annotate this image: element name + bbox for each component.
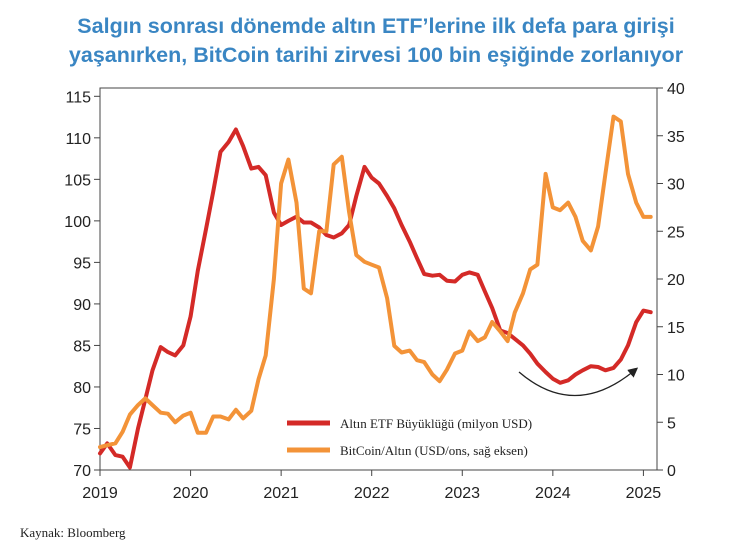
axes: 7075808590951001051101150510152025303540… [64,81,685,502]
x-tick-label: 2023 [444,485,480,502]
y-left-tick-label: 110 [65,131,91,148]
chart-title: Salgın sonrası dönemde altın ETF’lerine … [0,12,752,70]
y-left-tick-label: 115 [65,89,91,106]
y-left-tick-label: 90 [73,297,91,314]
y-right-tick-label: 20 [667,272,685,289]
y-left-tick-label: 95 [73,255,91,272]
y-right-tick-label: 40 [667,81,685,98]
plot-frame [99,87,658,471]
x-tick-label: 2025 [626,485,662,502]
recovery-arrow-icon [518,367,639,397]
y-right-tick-label: 25 [667,224,685,241]
legend: Altın ETF Büyüklüğü (milyon USD) BitCoin… [287,416,532,458]
y-right-tick-label: 0 [667,463,676,480]
y-right-tick-label: 5 [667,415,676,432]
y-left-tick-label: 75 [73,421,91,438]
x-tick-label: 2020 [173,485,209,502]
y-left-tick-label: 100 [64,214,91,231]
title-line-2: yaşanırken, BitCoin tarihi zirvesi 100 b… [68,43,684,67]
series-layer [98,114,653,470]
title-line-1: Salgın sonrası dönemde altın ETF’lerine … [77,14,675,38]
x-tick-label: 2024 [535,485,571,502]
x-tick-label: 2022 [354,485,390,502]
series-line-gold-etf [98,127,653,470]
y-left-tick-label: 70 [73,463,91,480]
source-note: Kaynak: Bloomberg [20,525,126,540]
y-left-tick-label: 85 [73,338,91,355]
legend-label-btc: BitCoin/Altın (USD/ons, sağ eksen) [340,443,528,458]
y-right-tick-label: 10 [667,368,685,385]
y-right-tick-label: 15 [667,320,685,337]
legend-label-gold: Altın ETF Büyüklüğü (milyon USD) [340,416,532,431]
y-right-tick-label: 30 [667,177,685,194]
y-left-tick-label: 105 [64,172,91,189]
series-line-bitcoin-gold [98,114,653,450]
x-tick-label: 2021 [263,485,299,502]
y-right-tick-label: 35 [667,129,685,146]
x-tick-label: 2019 [82,485,118,502]
y-left-tick-label: 80 [73,380,91,397]
